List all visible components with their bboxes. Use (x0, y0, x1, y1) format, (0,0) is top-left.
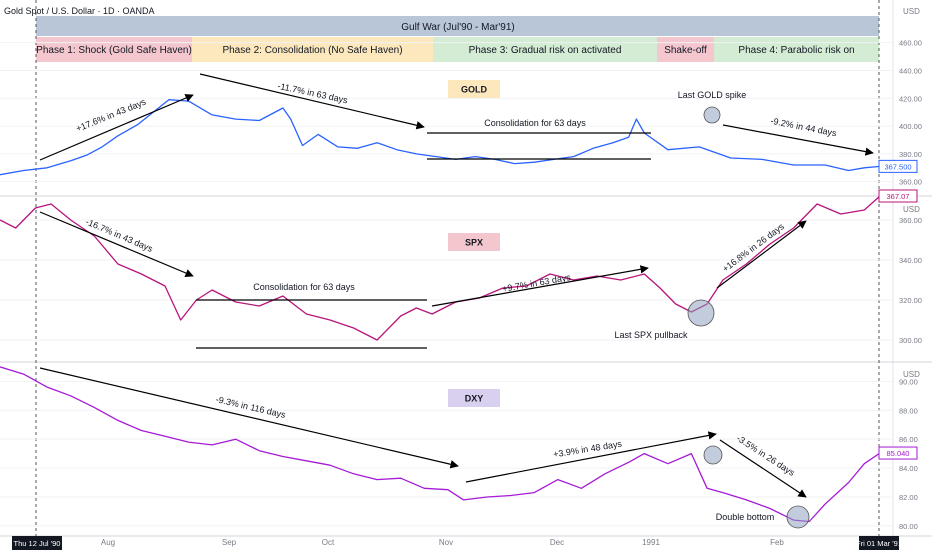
series-line-dxy (0, 366, 881, 523)
annotation-arrow (39, 367, 459, 469)
annotation-arrow (431, 265, 649, 307)
annotation-arrow (39, 94, 194, 161)
currency-label: USD (903, 205, 920, 214)
series-line-gold (0, 99, 881, 176)
y-tick-label: 440.00 (899, 66, 922, 75)
phase-box (657, 37, 714, 62)
y-tick-label: 460.00 (899, 39, 922, 48)
y-tick-label: 86.00 (899, 435, 918, 444)
annotation-arrow (465, 431, 717, 483)
phase-label: Phase 1: Shock (Gold Safe Haven) (36, 45, 192, 56)
series-tag-bg (448, 389, 500, 407)
highlight-circle (687, 299, 715, 327)
series-tag-bg (448, 233, 500, 251)
y-tick-label: 300.00 (899, 336, 922, 345)
y-tick-label: 82.00 (899, 493, 918, 502)
x-tick-label: Nov (439, 538, 453, 547)
annotation-label: +17.6% in 43 days (75, 96, 148, 133)
x-tick-label: Sep (222, 538, 237, 547)
last-value-label: 367.500 (884, 162, 911, 171)
x-tick-label: Dec (550, 538, 564, 547)
start-date-box (12, 536, 62, 550)
y-tick-label: 400.00 (899, 122, 922, 131)
annotation-label: +9.7% in 63 days (501, 272, 571, 294)
end-date-box (859, 536, 899, 550)
highlight-circle (786, 505, 810, 529)
series-tag-label: SPX (465, 238, 483, 248)
y-tick-label: 360.00 (899, 178, 922, 187)
phase-label: Phase 4: Parabolic risk on (738, 45, 854, 56)
series-tag-bg (448, 80, 500, 98)
last-value-box (878, 159, 918, 173)
annotation-arrow (719, 439, 807, 498)
last-value-box (878, 189, 918, 203)
currency-label: USD (903, 7, 920, 16)
phase-label: Shake-off (664, 45, 707, 56)
series-tag-label: DXY (465, 394, 484, 404)
annotation-label: +16.8% in 26 days (721, 221, 787, 274)
symbol-header: Gold Spot / U.S. Dollar · 1D · OANDA (4, 6, 155, 16)
annotation-label: Double bottom (716, 512, 775, 522)
last-value-label: 85.040 (887, 449, 910, 458)
phase-box (714, 37, 879, 62)
banner-title: Gulf War (Jul'90 - Mar'91) (401, 22, 514, 33)
series-tag-label: GOLD (461, 85, 487, 95)
highlight-circle (703, 445, 723, 465)
annotation-label: Last SPX pullback (614, 330, 688, 340)
y-tick-label: 340.00 (899, 256, 922, 265)
x-tick-label: Feb (770, 538, 784, 547)
annotation-label: Consolidation for 63 days (253, 282, 355, 292)
last-value-label: 367.07 (887, 192, 910, 201)
annotation-arrow (722, 124, 874, 156)
phase-box (36, 37, 192, 62)
phase-box (192, 37, 433, 62)
y-tick-label: 420.00 (899, 94, 922, 103)
x-tick-label: Aug (101, 538, 115, 547)
annotation-label: Last GOLD spike (678, 90, 747, 100)
y-tick-label: 90.00 (899, 377, 918, 386)
currency-label: USD (903, 370, 920, 379)
annotation-label: +3.9% in 48 days (553, 439, 624, 460)
start-date-label: Thu 12 Jul '90 (14, 539, 61, 548)
annotation-arrow (199, 73, 425, 130)
last-value-box (878, 446, 918, 460)
highlight-circle (703, 106, 721, 124)
annotation-label: -9.3% in 116 days (215, 394, 287, 420)
y-tick-label: 84.00 (899, 464, 918, 473)
phase-label: Phase 3: Gradual risk on activated (469, 45, 622, 56)
y-tick-label: 88.00 (899, 406, 918, 415)
y-tick-label: 320.00 (899, 296, 922, 305)
annotation-label: -11.7% in 63 days (277, 81, 349, 106)
annotation-arrow (716, 220, 807, 289)
x-tick-label: Oct (322, 538, 335, 547)
y-tick-label: 80.00 (899, 522, 918, 531)
annotation-label: Consolidation for 63 days (484, 118, 586, 128)
end-date-label: Fri 01 Mar '91 (856, 539, 902, 548)
phase-box (433, 37, 657, 62)
y-tick-label: 360.00 (899, 216, 922, 225)
phase-label: Phase 2: Consolidation (No Safe Haven) (222, 45, 402, 56)
annotation-arrow (39, 211, 194, 277)
series-line-spx (0, 195, 881, 341)
banner-bg (36, 16, 879, 36)
x-tick-label: 1991 (642, 538, 660, 547)
y-tick-label: 380.00 (899, 150, 922, 159)
